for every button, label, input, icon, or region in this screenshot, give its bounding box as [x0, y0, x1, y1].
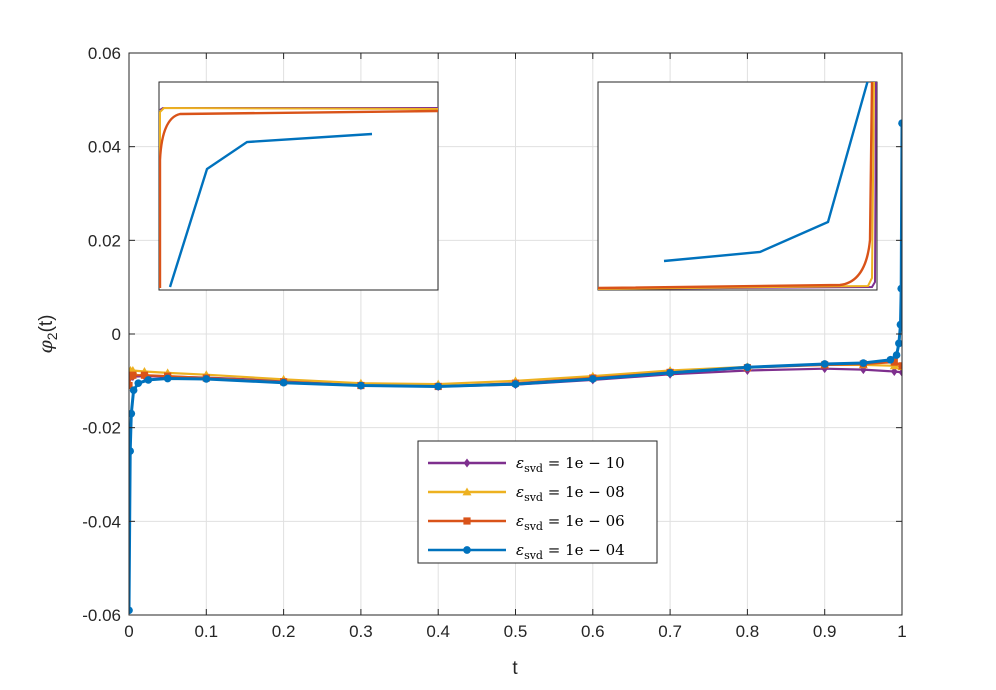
legend-label: εsvd = 1e − 04 [516, 541, 625, 562]
data-point [588, 375, 597, 383]
legend-swatch-marker [462, 487, 472, 496]
y-tick-label: 0.06 [88, 44, 121, 63]
x-tick-label: 0.2 [272, 622, 296, 641]
series-layer [129, 119, 902, 615]
data-point [134, 379, 143, 387]
x-tick-label: 0.1 [194, 622, 218, 641]
data-point [898, 362, 902, 370]
legend-swatch-marker [463, 458, 471, 468]
y-tick-label: 0.04 [88, 138, 121, 157]
data-point [743, 363, 752, 372]
x-tick-label: 0.5 [504, 622, 528, 641]
data-point [202, 375, 211, 383]
legend-item: εsvd = 1e − 04 [428, 541, 625, 562]
data-point [511, 380, 520, 388]
data-point [434, 382, 443, 391]
legend-item: εsvd = 1e − 10 [428, 454, 625, 475]
data-point [820, 360, 829, 368]
y-tick-label: -0.06 [82, 606, 121, 625]
y-tick-label: -0.04 [82, 512, 121, 531]
data-point [163, 374, 172, 383]
x-tick-label: 1 [897, 622, 906, 641]
data-point [898, 119, 902, 128]
data-point [357, 381, 365, 390]
data-point [886, 355, 895, 364]
y-tick-label: 0.02 [88, 231, 121, 250]
x-axis-label: t [512, 658, 518, 679]
data-point [140, 371, 149, 379]
inset-left-curve [168, 132, 373, 288]
y-axis-label: φ2(t) [35, 314, 60, 353]
x-tick-label: 0 [124, 622, 133, 641]
data-point [666, 369, 674, 377]
x-axis-ticks: 0 0.1 0.2 0.3 0.4 0.5 0.6 0.7 0.8 0.9 1 [124, 53, 907, 641]
inset-left-curve [159, 109, 438, 288]
y-tick-label: 0 [112, 325, 121, 344]
inset-right-curve [663, 82, 869, 263]
data-point [129, 386, 138, 395]
data-point [129, 409, 136, 418]
data-point [279, 378, 288, 387]
inset-right [597, 81, 878, 291]
x-tick-label: 0.8 [736, 622, 760, 641]
data-point [895, 339, 902, 348]
legend: εsvd = 1e − 10 εsvd = 1e − 08 εsvd = 1e − … [417, 440, 658, 564]
legend-swatch-marker [463, 546, 471, 554]
x-tick-label: 0.4 [426, 622, 450, 641]
inset-left [158, 81, 439, 291]
data-point [129, 371, 137, 379]
inset-right-curve [598, 82, 874, 290]
data-point [896, 320, 902, 329]
legend-label: εsvd = 1e − 08 [516, 483, 625, 504]
y-axis-label-symbol: φ [35, 340, 57, 354]
legend-box [417, 440, 658, 564]
y-tick-label: -0.02 [82, 419, 121, 438]
x-tick-label: 0.9 [813, 622, 837, 641]
legend-label: εsvd = 1e − 06 [516, 512, 625, 533]
data-point [890, 358, 898, 366]
data-point [859, 359, 868, 367]
data-point [129, 447, 134, 455]
data-point [129, 381, 133, 390]
series-4 [129, 119, 902, 615]
legend-swatch-marker [463, 517, 471, 525]
y-axis-label-subscript: 2 [44, 332, 60, 340]
y-axis-ticks: -0.06 -0.04 -0.02 0 0.02 0.04 0.06 [82, 44, 902, 625]
legend-item: εsvd = 1e − 06 [428, 512, 625, 533]
x-tick-label: 0.6 [581, 622, 605, 641]
x-tick-label: 0.3 [349, 622, 373, 641]
data-point [144, 376, 153, 384]
data-point [897, 284, 902, 293]
data-point [892, 351, 901, 359]
legend-label: εsvd = 1e − 10 [516, 454, 625, 475]
data-point [129, 606, 133, 615]
x-tick-label: 0.7 [658, 622, 682, 641]
y-axis-label-tail: (t) [36, 314, 57, 332]
legend-item: εsvd = 1e − 08 [428, 483, 625, 504]
svg-text:φ2(t): φ2(t) [35, 314, 60, 353]
